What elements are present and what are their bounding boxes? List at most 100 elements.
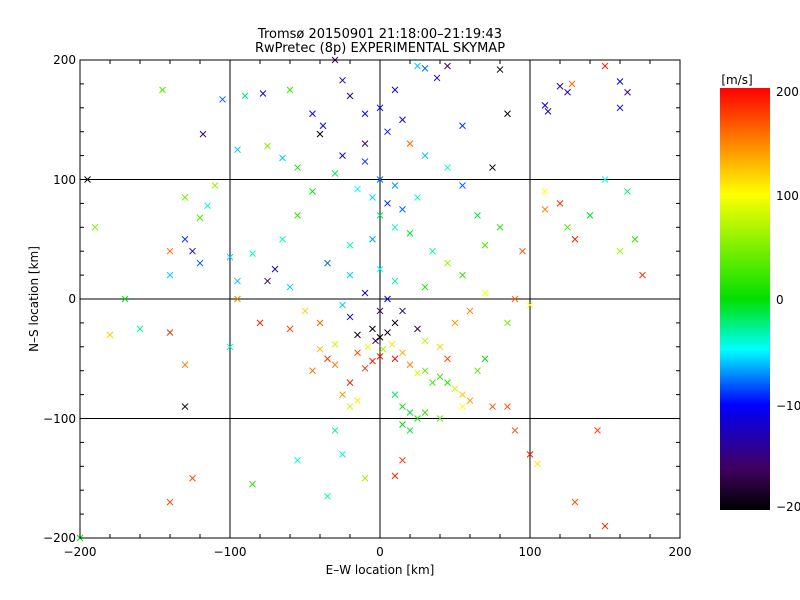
data-point [249,480,256,488]
data-point [414,194,421,201]
data-point [399,116,406,124]
data-point [354,331,361,339]
data-point [376,307,384,315]
data-point [331,170,339,177]
data-point [324,492,331,500]
data-point [301,307,309,315]
data-point [474,211,481,219]
data-point [166,271,174,279]
data-point [331,427,339,434]
data-point [181,194,189,201]
data-point [594,427,601,434]
data-point [264,277,271,285]
data-point [444,259,451,267]
data-point [354,397,361,404]
data-point [331,341,339,348]
data-point [459,122,466,130]
data-point [616,247,624,255]
data-point [384,128,391,136]
data-point [264,142,271,150]
data-point [489,164,496,171]
data-point [309,367,316,375]
data-point [196,259,204,267]
y-axis-label: N–S location [km] [27,246,41,352]
data-point [601,62,609,70]
data-point [496,66,504,73]
data-point [189,474,196,482]
data-point [309,110,316,118]
data-point [421,409,429,416]
data-point [451,385,459,392]
data-point [534,460,541,468]
data-point [541,206,549,213]
data-point [436,415,444,422]
data-point [504,110,511,118]
data-point [204,202,211,210]
data-point [256,319,264,327]
data-point [414,369,421,377]
colorbar-tick-label: 100 [776,189,799,203]
data-point [379,345,387,353]
data-point [376,104,384,112]
data-point [624,88,631,96]
data-point [369,235,376,243]
data-point [474,367,481,375]
axis-ticks [79,59,681,539]
data-point [406,427,414,434]
data-point [346,379,354,387]
colorbar [720,88,770,510]
data-point [444,379,451,387]
data-point [339,450,346,458]
data-point [399,349,406,357]
data-point [391,223,399,231]
colorbar-tick-label: 0 [776,293,784,307]
data-point [414,415,421,422]
colorbar-tick-label: 200 [776,85,799,99]
data-point [391,319,399,327]
data-point [444,62,451,70]
data-point [399,403,406,410]
x-tick-label: −100 [214,545,247,559]
data-point [421,337,429,345]
data-point [616,78,624,85]
data-point [361,158,369,165]
data-point [399,456,406,464]
data-point [601,176,609,183]
data-point [211,182,219,189]
grid-lines [80,60,680,538]
data-point [271,265,279,273]
data-point [286,283,294,291]
data-point [481,241,489,249]
y-tick-label: 200 [53,53,76,67]
data-point [376,353,384,360]
data-point [181,361,189,369]
x-tick-label: −200 [64,545,97,559]
data-point [309,188,316,195]
data-point [234,277,241,285]
data-point [564,223,571,231]
data-point [556,82,564,90]
data-point [481,355,489,363]
data-point [406,140,414,148]
data-point [199,130,207,138]
data-point [406,229,414,237]
data-point [361,289,369,297]
data-point [459,271,466,279]
data-point [346,313,354,321]
data-point [181,403,189,410]
data-point [616,104,624,112]
data-point [541,102,549,109]
data-point [571,498,579,506]
data-point [226,343,234,351]
y-tick-label: 0 [68,292,76,306]
data-point [376,265,384,273]
data-point [391,182,399,189]
y-tick-label: 100 [53,173,76,187]
data-point [369,357,376,365]
data-point [286,325,294,333]
data-point [391,472,399,480]
data-point [384,200,391,207]
data-point [639,271,646,279]
data-point [339,76,346,84]
chart-title: Tromsø 20150901 21:18:00–21:19:43 [257,27,502,42]
